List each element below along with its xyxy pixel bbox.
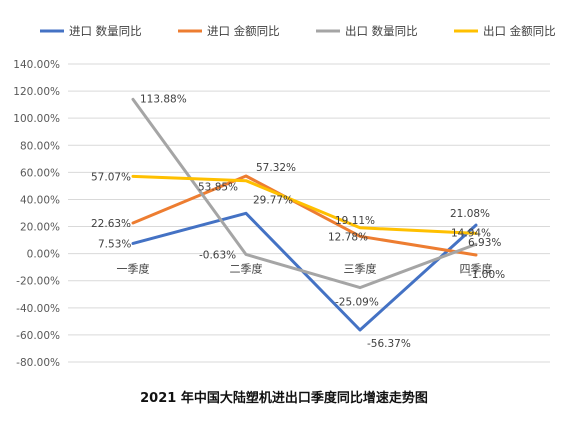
y-tick-label: 20.00% — [20, 222, 60, 234]
data-label: 14.94% — [451, 227, 491, 239]
y-tick-label: -20.00% — [16, 276, 60, 288]
data-label: 21.08% — [450, 208, 490, 220]
y-tick-label: 100.00% — [13, 113, 60, 125]
data-label: 22.63% — [91, 218, 131, 230]
category-labels: 一季度 二季度 三季度 四季度 — [117, 262, 493, 276]
legend: 进口 数量同比 进口 金额同比 出口 数量同比 出口 金额同比 — [40, 24, 556, 38]
data-label: 29.77% — [253, 194, 293, 206]
data-label: -25.09% — [335, 297, 379, 309]
category-label: 一季度 — [117, 262, 150, 276]
data-label: -56.37% — [367, 338, 411, 350]
data-labels: 7.53% 29.77% -56.37% 21.08% 22.63% 57.32% 12.7… — [91, 93, 505, 350]
data-label: 6.93% — [468, 237, 501, 249]
category-label: 二季度 — [230, 262, 263, 276]
legend-label: 进口 金额同比 — [207, 24, 280, 38]
category-label: 三季度 — [344, 262, 377, 276]
data-label: 53.85% — [198, 182, 238, 194]
data-label: 7.53% — [98, 238, 131, 250]
series-line-2 — [131, 97, 478, 290]
y-tick-label: 140.00% — [13, 59, 60, 71]
y-tick-label: 60.00% — [20, 167, 60, 179]
category-label: 四季度 — [460, 262, 493, 276]
y-tick-label: 80.00% — [20, 140, 60, 152]
legend-label: 出口 金额同比 — [483, 24, 556, 38]
data-label: -1.00% — [468, 269, 505, 281]
y-tick-label: 120.00% — [13, 86, 60, 98]
data-label: -0.63% — [199, 249, 236, 261]
data-label: 12.78% — [328, 231, 368, 243]
series-line-1 — [131, 174, 478, 257]
data-label: 57.07% — [91, 171, 131, 183]
data-label: 57.32% — [256, 162, 296, 174]
data-label: 19.11% — [335, 215, 375, 227]
gridlines — [68, 63, 550, 363]
chart-title: 2021 年中国大陆塑机进出口季度同比增速走势图 — [140, 390, 428, 406]
legend-label: 出口 数量同比 — [345, 24, 418, 38]
y-tick-label: 40.00% — [20, 194, 60, 206]
y-tick-label: -40.00% — [16, 303, 60, 315]
y-tick-label: -60.00% — [16, 330, 60, 342]
y-tick-label: -80.00% — [16, 357, 60, 369]
legend-label: 进口 数量同比 — [69, 24, 142, 38]
y-axis: 140.00% 120.00% 100.00% 80.00% 60.00% 40.00% 2… — [13, 59, 60, 369]
data-label: 113.88% — [140, 93, 187, 105]
series-line-3 — [131, 174, 478, 235]
series-lines — [131, 97, 478, 332]
y-tick-label: 0.00% — [27, 249, 60, 261]
